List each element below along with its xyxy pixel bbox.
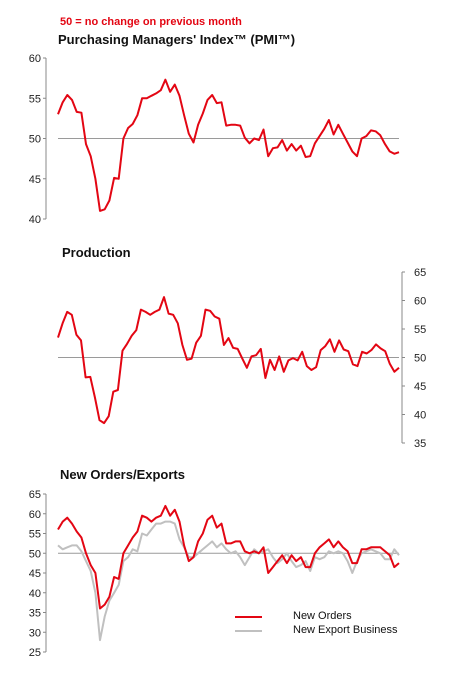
y-tick-label: 60 xyxy=(29,509,41,521)
series-line-new-export-business xyxy=(57,520,400,642)
y-tick-label: 65 xyxy=(414,267,426,279)
y-tick-label: 25 xyxy=(29,647,41,659)
y-tick-label: 45 xyxy=(29,568,41,580)
series-line-series-1 xyxy=(57,78,400,212)
series-line-series-1 xyxy=(57,296,400,425)
new-orders-exports-chart: 25 30 35 40 45 50 55 60 65 xyxy=(29,489,400,659)
legend-label-new-orders: New Orders xyxy=(293,610,352,622)
y-tick-label: 55 xyxy=(29,93,41,105)
y-tick-label: 60 xyxy=(29,53,41,65)
y-tick-label: 50 xyxy=(29,134,41,146)
legend-label-new-export-business: New Export Business xyxy=(293,624,398,636)
y-tick-label: 35 xyxy=(29,608,41,620)
y-tick-label: 30 xyxy=(29,627,41,639)
y-tick-label: 40 xyxy=(29,214,41,226)
production-chart-title: Production xyxy=(62,245,131,260)
y-tick-label: 50 xyxy=(29,548,41,560)
y-tick-label: 55 xyxy=(414,324,426,336)
y-tick-label: 60 xyxy=(414,296,426,308)
production-chart: 35 40 45 50 55 60 65 xyxy=(57,267,426,450)
y-tick-label: 35 xyxy=(414,438,426,450)
y-tick-label: 45 xyxy=(29,174,41,186)
y-tick-label: 50 xyxy=(414,353,426,365)
new-orders-exports-chart-title: New Orders/Exports xyxy=(60,467,185,482)
chart-legend xyxy=(235,616,262,632)
y-tick-label: 55 xyxy=(29,529,41,541)
reference-note: 50 = no change on previous month xyxy=(60,16,242,28)
y-tick-label: 65 xyxy=(29,489,41,501)
y-tick-label: 45 xyxy=(414,381,426,393)
pmi-chart: 40 45 50 55 60 xyxy=(29,53,400,226)
series-line-new-orders xyxy=(57,504,400,610)
pmi-chart-title: Purchasing Managers' Index™ (PMI™) xyxy=(58,32,296,47)
y-tick-label: 40 xyxy=(414,410,426,422)
y-tick-label: 40 xyxy=(29,588,41,600)
